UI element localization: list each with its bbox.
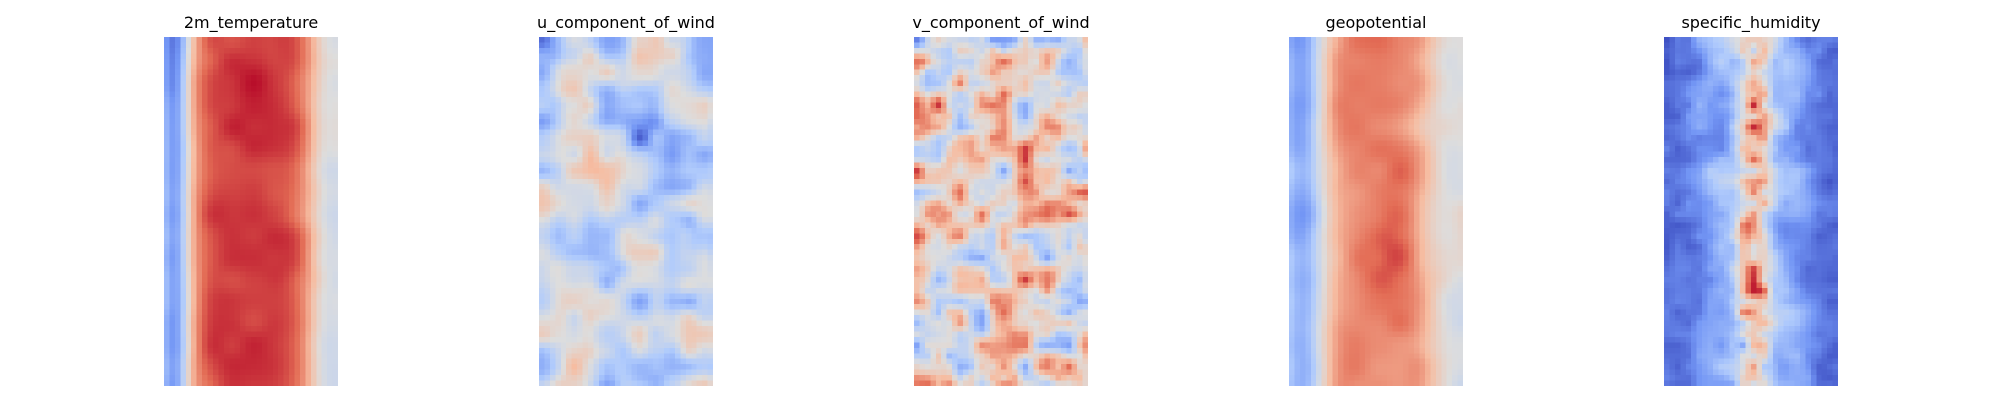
heatmap-panel-geopotential: geopotential bbox=[1289, 0, 1463, 400]
heatmap-image bbox=[1664, 37, 1838, 386]
heatmap-image bbox=[164, 37, 338, 386]
heatmap-title: v_component_of_wind bbox=[912, 13, 1090, 32]
heatmap-panel-specific-humidity: specific_humidity bbox=[1664, 0, 1838, 400]
heatmap-image bbox=[914, 37, 1088, 386]
heatmap-title: geopotential bbox=[1325, 13, 1427, 32]
heatmap-panel-v-component-of-wind: v_component_of_wind bbox=[912, 0, 1090, 400]
heatmap-image bbox=[539, 37, 713, 386]
heatmap-panel-u-component-of-wind: u_component_of_wind bbox=[537, 0, 715, 400]
heatmap-title: 2m_temperature bbox=[183, 13, 319, 32]
heatmap-image bbox=[1289, 37, 1463, 386]
heatmap-title: u_component_of_wind bbox=[537, 13, 715, 32]
heatmap-title: specific_humidity bbox=[1681, 13, 1821, 32]
heatmap-panel-2m-temperature: 2m_temperature bbox=[164, 0, 338, 400]
